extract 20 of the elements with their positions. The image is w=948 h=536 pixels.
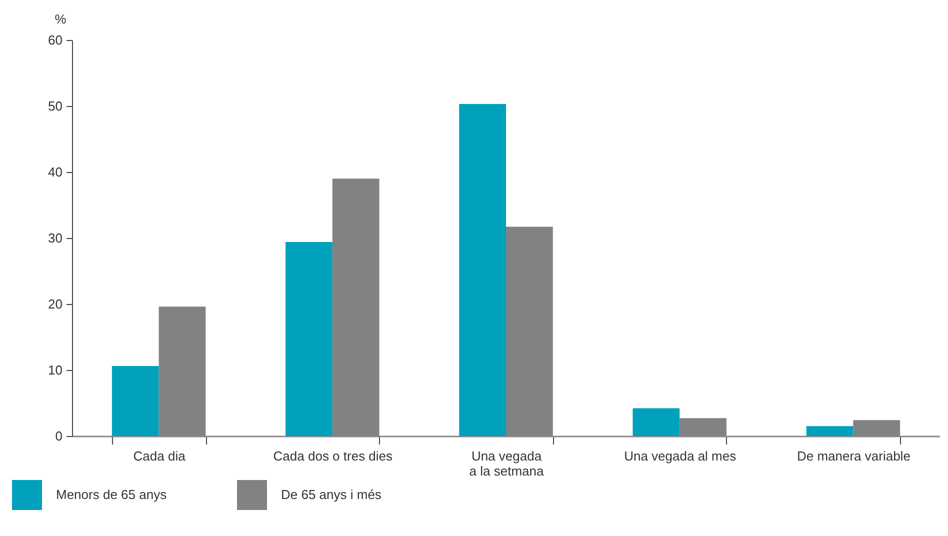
y-tick-label: 40: [48, 164, 62, 180]
bar: [806, 426, 854, 436]
bar: [286, 242, 332, 436]
bar: [112, 366, 159, 436]
y-tick-label: 50: [48, 98, 62, 114]
x-tick-label: De manera variable: [796, 448, 910, 464]
y-tick-label: 30: [48, 230, 62, 246]
x-tick-label: Cada dia: [133, 448, 186, 464]
y-tick-label: 0: [55, 428, 62, 444]
x-tick-label: Una vegada a la setmana: [469, 448, 544, 478]
y-tick-label: 60: [48, 32, 62, 48]
y-tick-label: 20: [48, 296, 62, 312]
bar: [459, 104, 506, 436]
legend-label: De 65 anys i més: [281, 487, 382, 502]
legend-label: Menors de 65 anys: [56, 487, 168, 502]
y-axis-title: %: [54, 12, 67, 26]
y-tick-label: 10: [48, 362, 62, 378]
x-tick-label: Una vegada al mes: [624, 448, 737, 464]
x-tick-label: Cada dos o tres dies: [273, 448, 394, 464]
bar: [632, 408, 680, 436]
